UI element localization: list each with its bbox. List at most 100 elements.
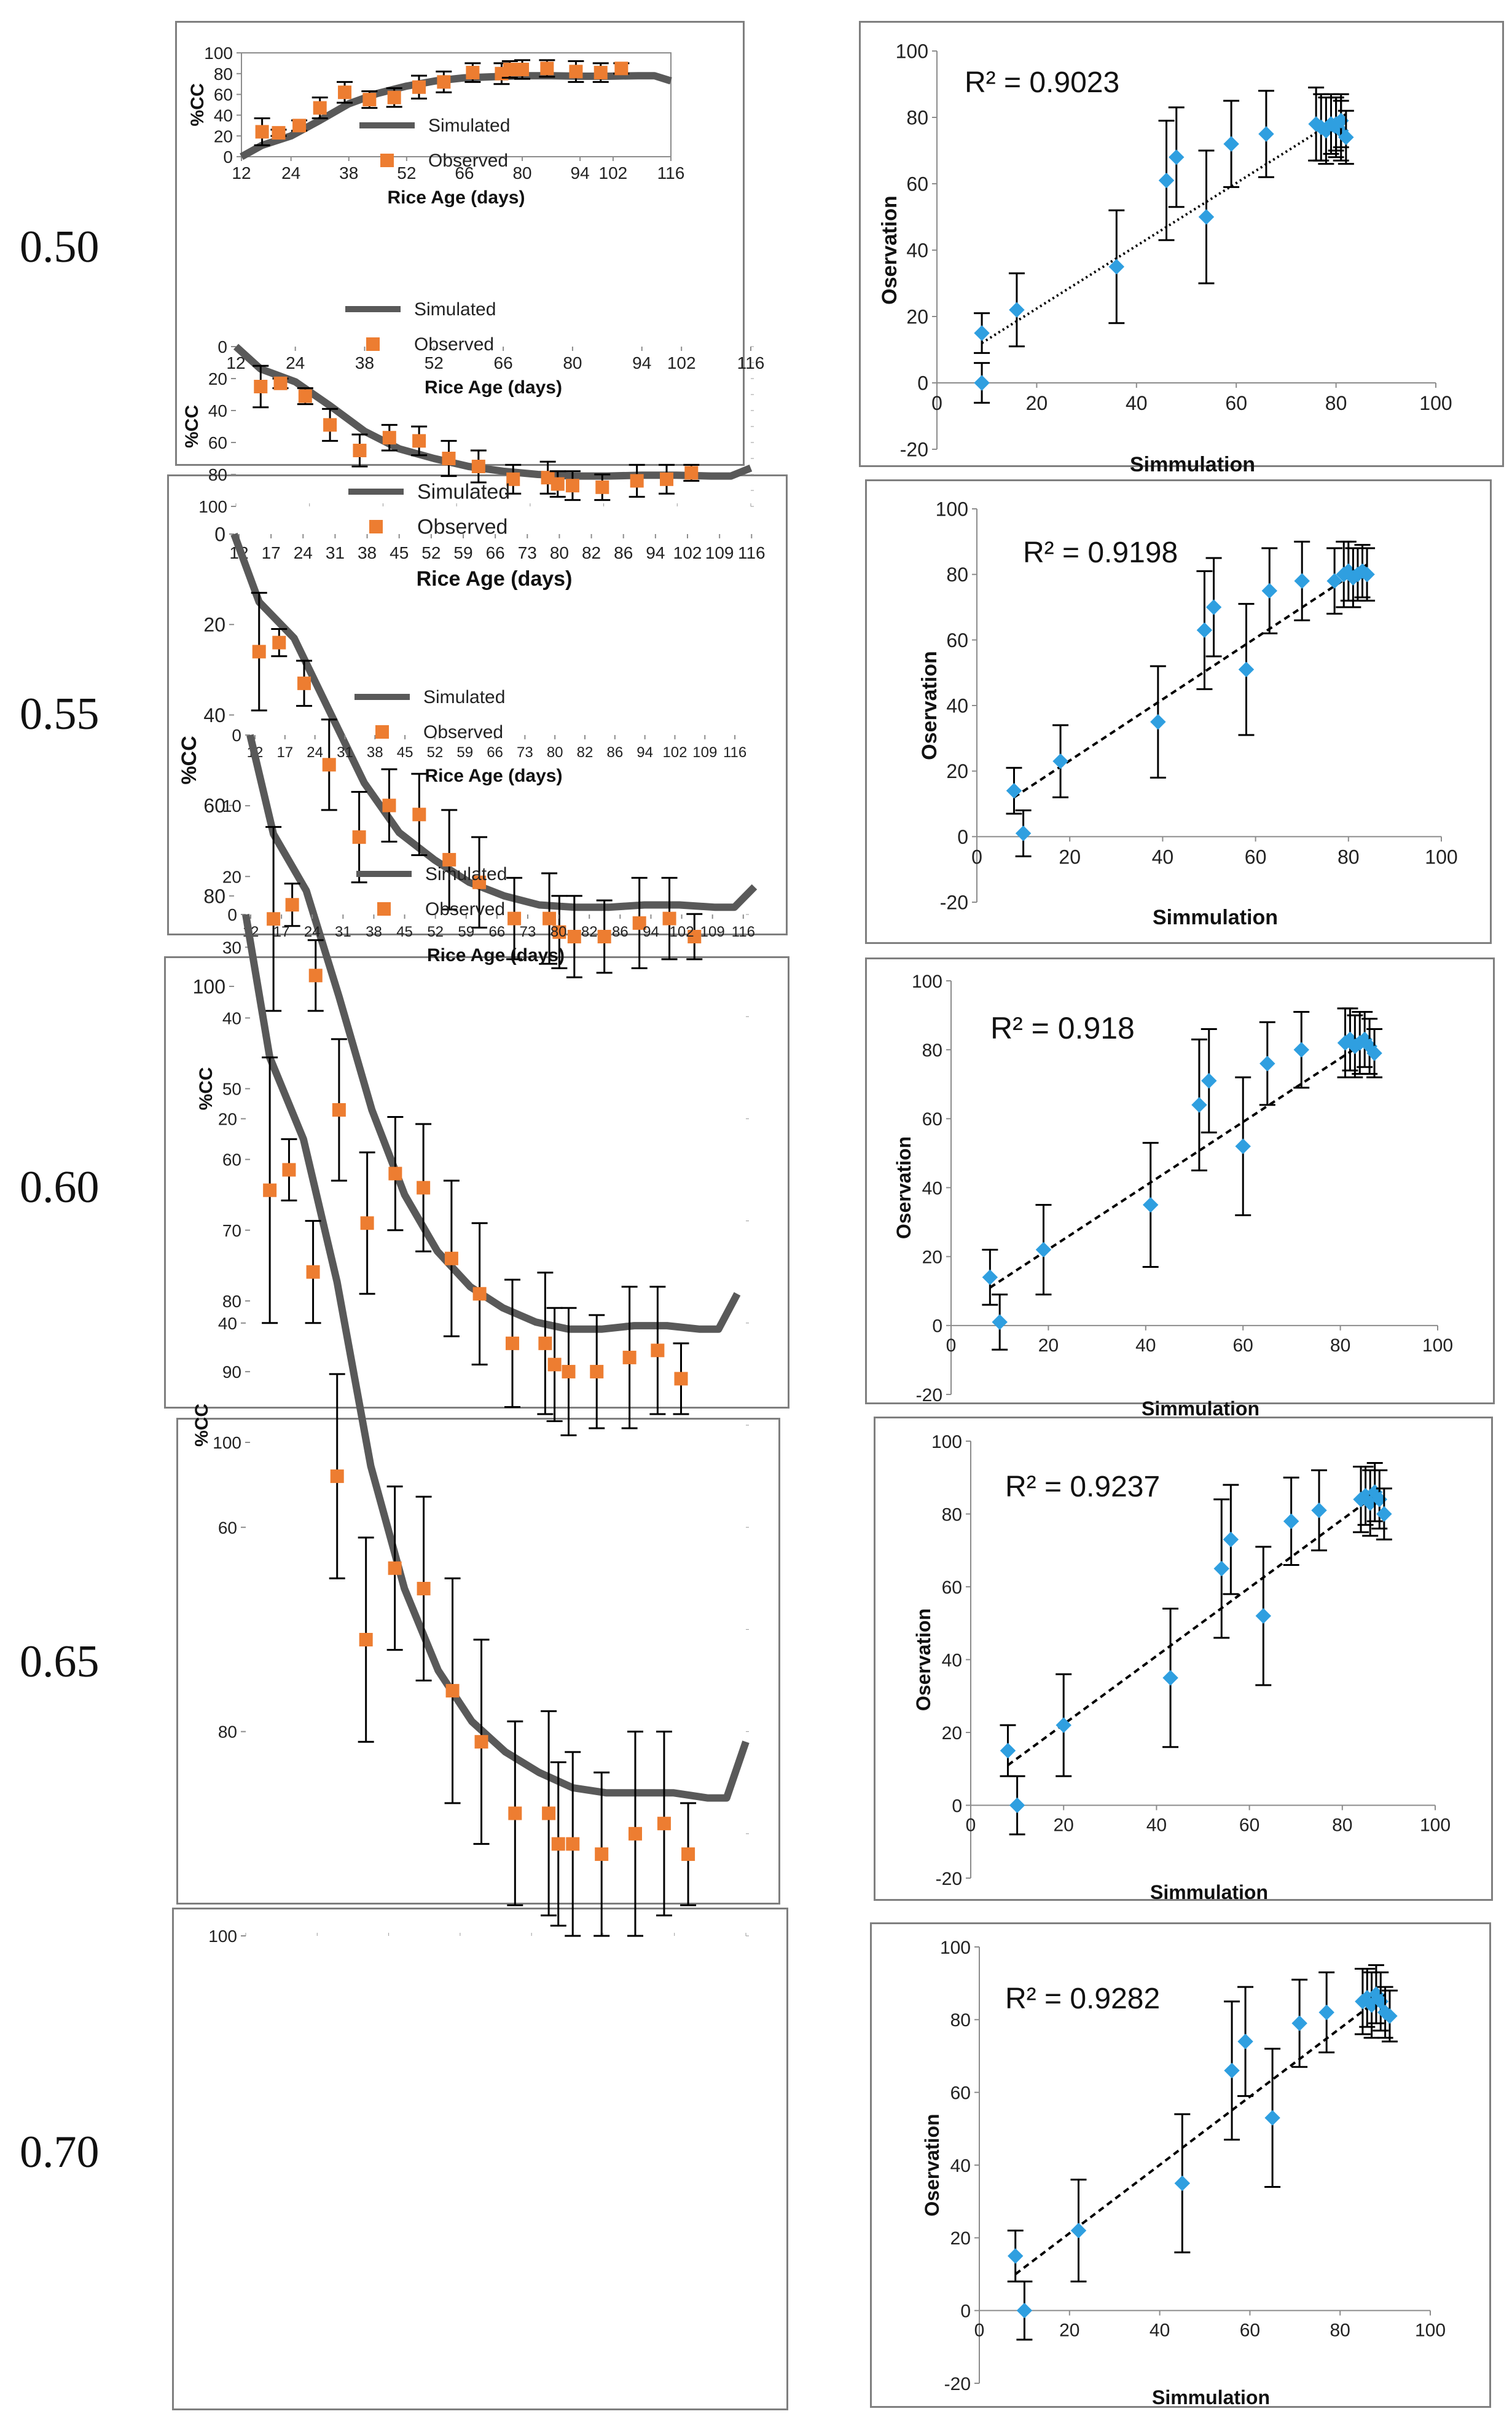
right-panel-frame-1	[859, 21, 1504, 467]
y-tick-label: 0	[223, 147, 233, 167]
observed-point	[687, 930, 702, 944]
observed-point	[297, 676, 311, 690]
y-tick-label: 80	[942, 1504, 962, 1525]
observed-point	[506, 472, 520, 486]
x-tick-label: 86	[614, 543, 633, 562]
y-tick-label: 40	[203, 704, 225, 726]
y-tick-label: 80	[222, 1292, 241, 1311]
x-tick-label: 38	[355, 353, 374, 372]
legend-observed-swatch	[375, 725, 389, 739]
observed-point	[681, 1847, 695, 1862]
y-tick-label: 20	[922, 1247, 942, 1267]
y-tick-label: 0	[957, 826, 968, 848]
x-tick-label: 73	[517, 744, 533, 761]
x-axis-title: Rice Age (days)	[427, 945, 565, 965]
scatter-point	[1056, 1717, 1071, 1733]
x-tick-label: 60	[1225, 392, 1247, 414]
x-tick-label: 0	[966, 1815, 976, 1836]
x-tick-label: 24	[294, 543, 313, 562]
y-tick-label: 60	[218, 1518, 237, 1537]
x-tick-label: 52	[427, 924, 444, 940]
x-tick-label: 31	[337, 744, 353, 761]
observed-point	[651, 1343, 665, 1358]
x-axis-title: Simmulation	[1130, 453, 1255, 476]
y-tick-label: 80	[218, 1723, 237, 1742]
y-tick-label: 100	[940, 1938, 971, 1958]
y-tick-label: 20	[214, 127, 233, 146]
trend-line	[1013, 563, 1368, 799]
legend-observed-swatch	[380, 154, 394, 167]
x-tick-label: 109	[700, 924, 725, 940]
observed-point	[662, 911, 676, 926]
y-tick-label: 40	[208, 401, 227, 420]
x-tick-label: 0	[974, 2321, 985, 2341]
x-tick-label: 24	[281, 163, 300, 183]
left-panel-frame-4	[176, 1418, 780, 1905]
scatter-point	[1293, 1042, 1309, 1058]
x-tick-label: 60	[1239, 1815, 1259, 1836]
observed-point	[595, 480, 609, 494]
legend-observed-swatch	[377, 902, 391, 916]
observed-point	[474, 1735, 488, 1749]
observed-point	[323, 418, 337, 432]
observed-point	[569, 65, 583, 79]
observed-point	[630, 474, 644, 488]
observed-point	[567, 930, 581, 944]
legend-simulated-label: Simulated	[414, 299, 496, 320]
scatter-point	[1000, 1742, 1016, 1759]
scatter-point	[1291, 2015, 1307, 2031]
x-tick-label: 80	[1325, 392, 1347, 414]
y-tick-label: 100	[208, 1927, 237, 1946]
scatter-point	[1009, 1797, 1025, 1814]
x-tick-label: 12	[232, 163, 251, 183]
y-axis-title: Oservation	[921, 2113, 943, 2216]
scatter-point	[982, 1269, 998, 1286]
y-axis-title: Oservation	[912, 1608, 934, 1711]
x-tick-label: 94	[637, 744, 653, 761]
scatter-point	[1223, 136, 1239, 152]
legend-observed-swatch	[366, 337, 380, 351]
scatter-point	[1258, 126, 1274, 142]
x-tick-label: 102	[662, 744, 687, 761]
x-tick-label: 66	[486, 543, 505, 562]
x-tick-label: 82	[581, 924, 598, 940]
observed-point	[684, 466, 699, 480]
observed-point	[273, 376, 288, 390]
x-tick-label: 80	[512, 163, 531, 183]
y-axis-title: Oservation	[918, 651, 941, 760]
scatter-point	[1162, 1670, 1178, 1686]
observed-point	[657, 1817, 671, 1831]
observed-point	[590, 1364, 604, 1378]
scatter-point	[1318, 2004, 1334, 2021]
y-tick-label: 60	[942, 1578, 962, 1598]
r-squared-label: R² = 0.918	[990, 1011, 1135, 1045]
plot-area	[241, 52, 672, 157]
scatter-point	[1108, 259, 1125, 275]
x-tick-label: 66	[489, 924, 506, 940]
y-tick-label: 40	[218, 1314, 237, 1333]
observed-point	[254, 380, 268, 393]
scatter-chart-0.55: -20 0 20 40 60 80 100 0 20 40 60 80 100 Simmulation Os…	[918, 498, 1458, 929]
x-axis-title: Rice Age (days)	[425, 766, 563, 786]
observed-point	[272, 126, 286, 140]
observed-point	[597, 930, 611, 944]
observed-point	[542, 1806, 556, 1820]
trend-line	[981, 112, 1347, 344]
observed-point	[382, 798, 396, 812]
observed-point	[417, 1581, 431, 1595]
x-tick-label: 59	[458, 924, 474, 940]
x-axis-title: Simmulation	[1142, 1398, 1259, 1420]
scatter-point	[1264, 2110, 1280, 2126]
scatter-point	[1007, 2248, 1024, 2264]
x-tick-label: 45	[390, 543, 409, 562]
x-tick-label: 116	[732, 924, 755, 940]
scatter-chart-0.60: -20 0 20 40 60 80 100 0 20 40 60 80 100 Simmulation Os…	[893, 972, 1453, 1420]
x-tick-label: 31	[335, 924, 351, 940]
scatter-point	[1326, 573, 1342, 589]
x-tick-label: 31	[326, 543, 345, 562]
y-tick-label: 60	[214, 85, 233, 104]
y-tick-label: 100	[912, 972, 942, 992]
